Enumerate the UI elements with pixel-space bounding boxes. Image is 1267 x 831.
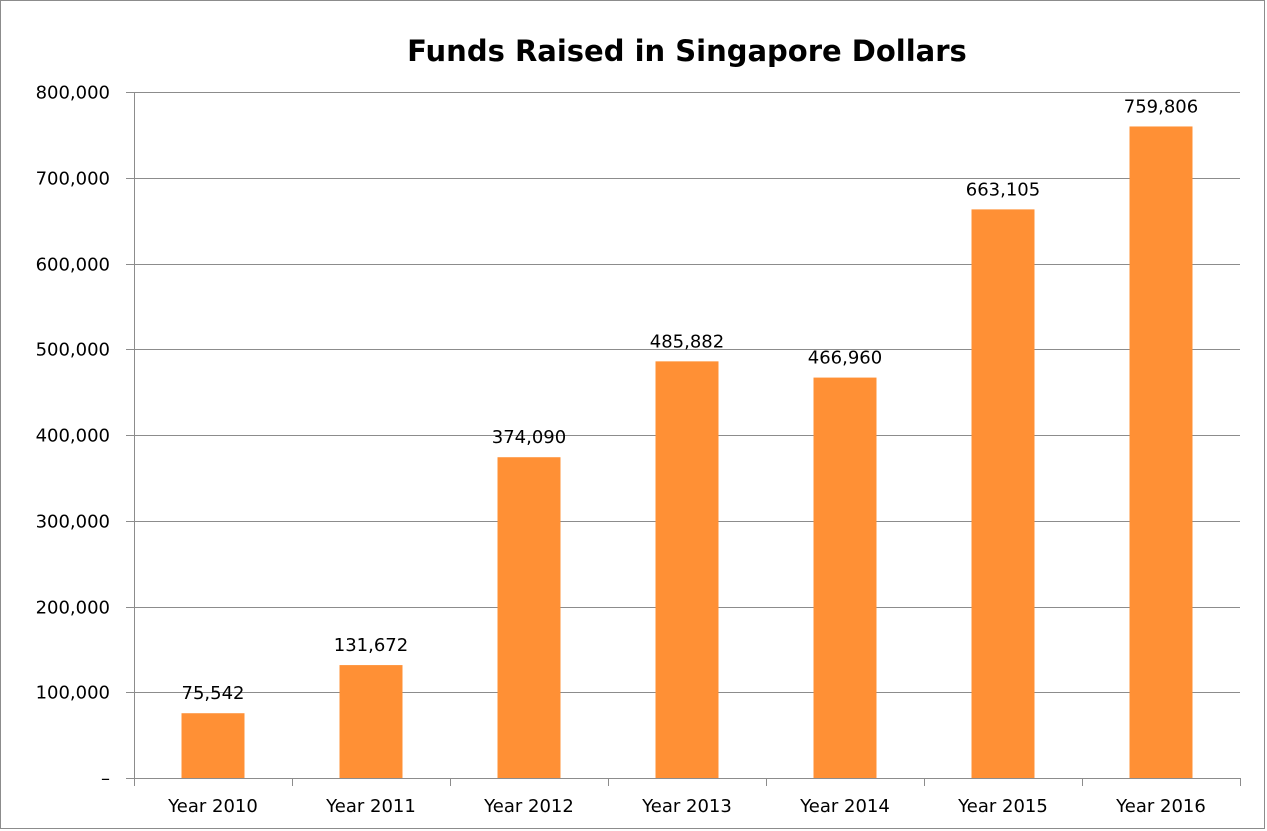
- bar: [497, 457, 561, 778]
- bar: [971, 209, 1035, 779]
- y-axis-ticks: – 100,000 200,000 300,000 400,000 500,000 600,…: [36, 83, 134, 790]
- y-tick-label: 200,000: [36, 598, 110, 619]
- y-tick-label: 100,000: [36, 683, 110, 704]
- data-labels: 75,542 131,672 374,090 485,882 466,960 663,10…: [182, 96, 1199, 704]
- x-axis-ticks: Year 2010 Year 2011 Year 2012 Year 2013 Year…: [134, 778, 1241, 817]
- x-tick-label: Year 2015: [957, 796, 1048, 817]
- data-label: 466,960: [808, 348, 882, 369]
- data-label: 663,105: [966, 179, 1040, 200]
- y-tick-label: 800,000: [36, 83, 110, 104]
- x-tick-label: Year 2011: [325, 796, 416, 817]
- chart-title: Funds Raised in Singapore Dollars: [407, 34, 967, 68]
- y-tick-label: 300,000: [36, 512, 110, 533]
- data-label: 374,090: [492, 427, 566, 448]
- y-tick-label: –: [101, 769, 110, 790]
- y-tick-label: 700,000: [36, 169, 110, 190]
- x-tick-label: Year 2012: [483, 796, 574, 817]
- bars: [181, 126, 1193, 779]
- axes: [134, 92, 1240, 779]
- bar: [339, 665, 403, 778]
- bar: [813, 377, 877, 778]
- data-label: 759,806: [1124, 96, 1198, 117]
- y-tick-label: 600,000: [36, 255, 110, 276]
- data-label: 75,542: [182, 683, 245, 704]
- x-tick-label: Year 2013: [641, 796, 732, 817]
- y-tick-label: 400,000: [36, 426, 110, 447]
- bar: [181, 713, 245, 778]
- x-tick-label: Year 2016: [1115, 796, 1206, 817]
- bar: [655, 361, 719, 778]
- data-label: 485,882: [650, 331, 724, 352]
- data-label: 131,672: [334, 635, 408, 656]
- y-tick-label: 500,000: [36, 340, 110, 361]
- x-tick-label: Year 2010: [167, 796, 258, 817]
- x-tick-label: Year 2014: [799, 796, 890, 817]
- bar: [1129, 126, 1193, 778]
